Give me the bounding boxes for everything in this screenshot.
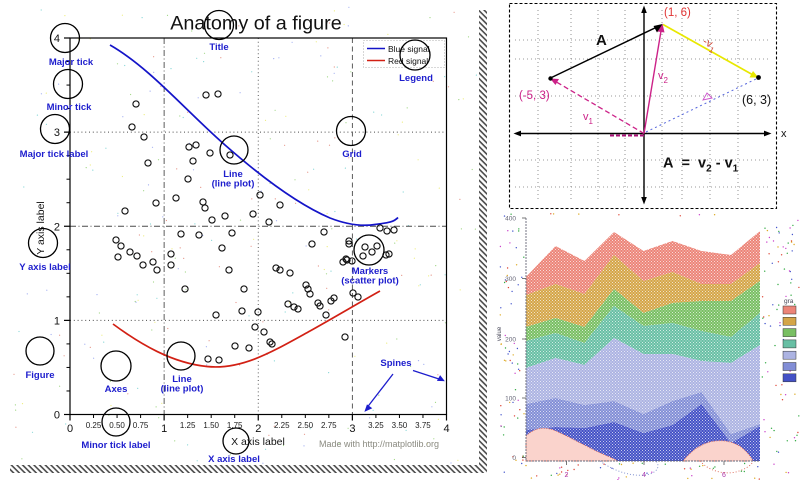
svg-text:Blue signal: Blue signal bbox=[388, 44, 430, 54]
svg-text:6: 6 bbox=[722, 472, 726, 479]
svg-text:100: 100 bbox=[505, 396, 516, 403]
svg-text:x: x bbox=[781, 128, 787, 140]
svg-text:Minor tick: Minor tick bbox=[47, 102, 93, 113]
svg-text:0.25: 0.25 bbox=[86, 421, 102, 430]
svg-text:Spines: Spines bbox=[380, 358, 411, 369]
svg-text:Grid: Grid bbox=[342, 149, 362, 160]
svg-text:Markers: Markers bbox=[352, 266, 388, 277]
svg-text:(-5, 3): (-5, 3) bbox=[519, 90, 550, 102]
svg-text:(line plot): (line plot) bbox=[161, 384, 204, 395]
svg-text:(1, 6): (1, 6) bbox=[664, 7, 691, 19]
svg-text:4: 4 bbox=[54, 33, 60, 45]
svg-text:Minor tick label: Minor tick label bbox=[81, 440, 150, 451]
svg-text:gra: gra bbox=[784, 298, 794, 305]
svg-text:0: 0 bbox=[67, 423, 73, 435]
svg-text:Red signal: Red signal bbox=[388, 56, 428, 66]
svg-text:value: value bbox=[497, 326, 503, 341]
svg-text:(line plot): (line plot) bbox=[212, 179, 255, 190]
svg-text:Axes: Axes bbox=[105, 384, 128, 395]
svg-text:A = v2 - v1: A = v2 - v1 bbox=[663, 156, 739, 175]
svg-text:Line: Line bbox=[172, 374, 192, 385]
svg-text:0: 0 bbox=[512, 455, 516, 462]
svg-text:3.75: 3.75 bbox=[415, 421, 431, 430]
svg-text:2: 2 bbox=[565, 472, 569, 479]
svg-text:1.50: 1.50 bbox=[203, 421, 219, 430]
svg-text:0.75: 0.75 bbox=[133, 421, 149, 430]
svg-text:Anatomy of a figure: Anatomy of a figure bbox=[170, 13, 342, 35]
svg-text:1.25: 1.25 bbox=[180, 421, 196, 430]
svg-text:v2: v2 bbox=[658, 70, 669, 85]
svg-text:1: 1 bbox=[161, 423, 167, 435]
svg-text:2: 2 bbox=[54, 221, 60, 233]
svg-text:v1: v1 bbox=[583, 111, 594, 126]
svg-text:3: 3 bbox=[54, 127, 60, 139]
svg-text:Figure: Figure bbox=[25, 370, 54, 381]
svg-text:400: 400 bbox=[505, 216, 516, 223]
svg-text:(6, 3): (6, 3) bbox=[742, 93, 771, 107]
svg-text:Legend: Legend bbox=[399, 73, 433, 84]
svg-text:2.25: 2.25 bbox=[274, 421, 290, 430]
svg-text:4: 4 bbox=[642, 472, 646, 479]
svg-text:Y axis label: Y axis label bbox=[19, 262, 71, 273]
svg-text:Line: Line bbox=[223, 169, 243, 180]
svg-text:3.50: 3.50 bbox=[392, 421, 408, 430]
svg-text:3: 3 bbox=[349, 423, 355, 435]
svg-text:3.25: 3.25 bbox=[368, 421, 384, 430]
svg-text:1.75: 1.75 bbox=[227, 421, 243, 430]
svg-text:1: 1 bbox=[54, 315, 60, 327]
svg-text:A: A bbox=[596, 32, 607, 49]
svg-text:300: 300 bbox=[505, 276, 516, 283]
svg-text:2: 2 bbox=[255, 423, 261, 435]
svg-text:Major tick label: Major tick label bbox=[20, 149, 89, 160]
svg-text:4: 4 bbox=[443, 423, 449, 435]
svg-text:0: 0 bbox=[54, 410, 60, 422]
svg-text:(scatter plot): (scatter plot) bbox=[341, 276, 399, 287]
svg-text:Major tick: Major tick bbox=[49, 57, 94, 68]
svg-text:2.50: 2.50 bbox=[298, 421, 314, 430]
svg-text:2.75: 2.75 bbox=[321, 421, 337, 430]
svg-text:Title: Title bbox=[209, 42, 228, 53]
svg-text:200: 200 bbox=[505, 337, 516, 344]
svg-text:Made with http://matplotlib.or: Made with http://matplotlib.org bbox=[319, 439, 439, 449]
svg-text:X axis label: X axis label bbox=[231, 436, 285, 448]
svg-text:X axis label: X axis label bbox=[208, 454, 260, 465]
svg-text:0.50: 0.50 bbox=[109, 421, 125, 430]
